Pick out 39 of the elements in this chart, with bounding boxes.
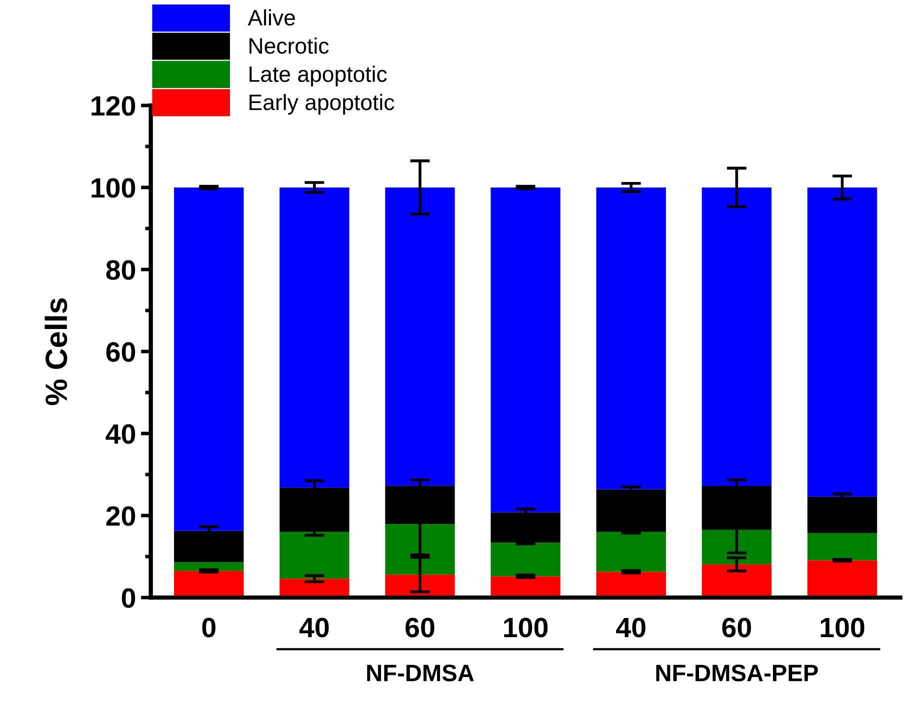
y-axis-title: % Cells	[44, 298, 68, 406]
x-tick-label: 100	[504, 618, 548, 638]
legend-label: Alive	[248, 9, 295, 26]
bar	[174, 562, 244, 571]
x-tick-label: 60	[722, 618, 751, 638]
text: NF-DMSA	[367, 664, 474, 682]
bar	[490, 187, 560, 512]
bar	[807, 187, 878, 497]
bar	[385, 187, 455, 486]
bar	[596, 532, 666, 572]
y-tick-label: 60	[106, 342, 136, 362]
bar	[807, 496, 878, 534]
y-tick-label: 80	[106, 260, 136, 280]
bar	[385, 524, 455, 575]
y-tick-label: 20	[106, 506, 136, 526]
bar	[174, 187, 244, 531]
bar	[490, 542, 560, 576]
y-tick-label: 0	[122, 588, 136, 608]
bar	[174, 530, 244, 562]
legend-label: Necrotic	[250, 37, 329, 54]
x-tick-label: 60	[406, 618, 434, 638]
bar	[596, 489, 666, 532]
bar	[280, 187, 350, 488]
x-tick-label: 0	[202, 618, 216, 638]
x-tick-label: 40	[616, 618, 646, 638]
x-tick-label: 40	[299, 618, 329, 638]
legend-label: Late apoptotic	[250, 66, 387, 86]
bar	[807, 533, 878, 560]
y-tick-label: 120	[92, 96, 136, 116]
y-tick-label: 100	[92, 178, 136, 198]
bar	[702, 187, 772, 486]
y-tick-label: 40	[106, 424, 136, 444]
bar	[280, 532, 350, 579]
x-tick-label: 100	[820, 618, 864, 638]
bar	[702, 530, 772, 564]
bar	[596, 187, 666, 490]
text: NF-DMSA-PEP	[656, 664, 818, 682]
bar	[490, 512, 560, 543]
legend-label: Early apoptotic	[250, 94, 394, 115]
